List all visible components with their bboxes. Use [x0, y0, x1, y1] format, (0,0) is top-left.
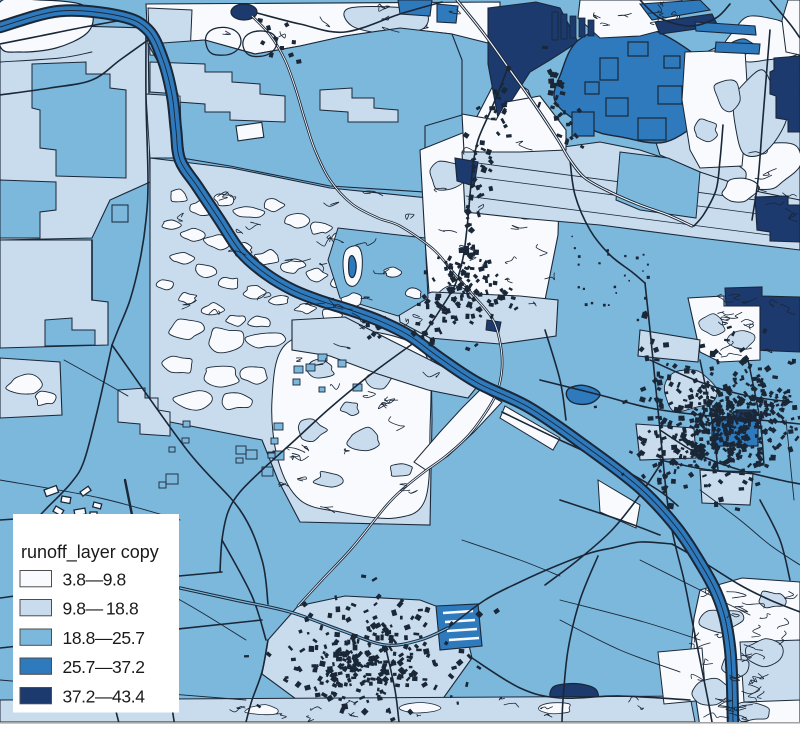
svg-text:runoff_layer copy: runoff_layer copy — [21, 542, 159, 563]
svg-text:9.8— 18.8: 9.8— 18.8 — [63, 599, 139, 619]
svg-text:25.7—37.2: 25.7—37.2 — [63, 657, 145, 677]
svg-text:37.2—43.4: 37.2—43.4 — [63, 687, 146, 707]
svg-text:18.8—25.7: 18.8—25.7 — [63, 628, 145, 648]
svg-text:3.8—9.8: 3.8—9.8 — [63, 570, 126, 590]
